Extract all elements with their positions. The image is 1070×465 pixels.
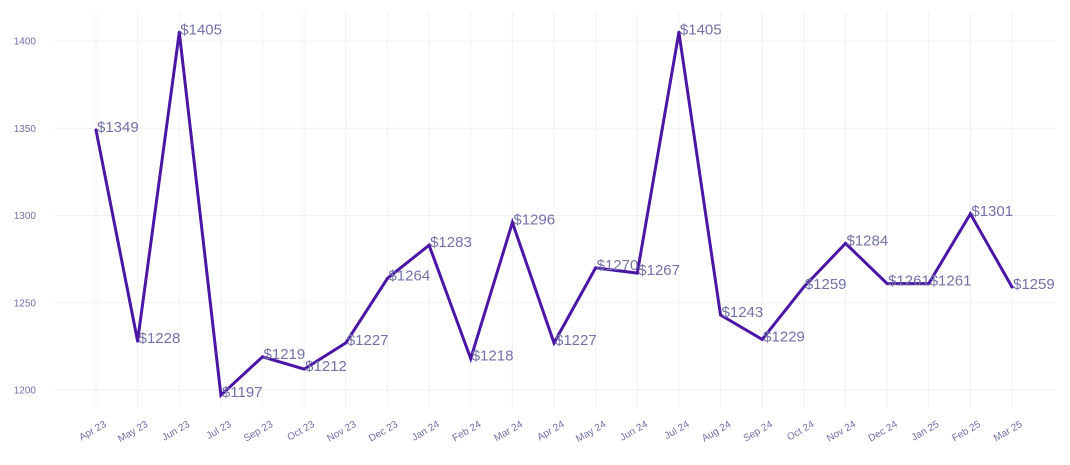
data-label: $1227 [555,332,597,349]
data-label: $1296 [513,211,555,228]
x-tick-label: Dec 23 [367,419,400,445]
data-point [219,393,223,397]
data-point [885,282,889,286]
x-tick-label: Aug 24 [700,419,733,445]
data-label: $1219 [264,346,306,363]
y-tick-label: 1300 [14,211,37,222]
data-point [802,285,806,289]
y-tick-label: 1200 [14,386,37,397]
grid [54,12,1056,408]
data-label: $1270 [597,257,639,274]
data-label: $1267 [638,262,680,279]
data-point [677,30,681,34]
x-axis: Apr 23 May 23 Jun 23 Jul 23 Sep 23 Oct 23 Nov … [77,419,1024,445]
x-tick-label: Mar 25 [992,419,1025,444]
data-label: $1349 [97,119,139,136]
data-label: $1301 [971,203,1013,220]
data-label: $1259 [1013,276,1055,293]
x-tick-label: Oct 23 [286,419,317,443]
data-point [94,128,98,132]
x-tick-label: Feb 24 [451,419,484,444]
x-tick-label: May 23 [116,419,150,445]
data-point [843,241,847,245]
data-label: $1243 [722,304,764,321]
data-point [635,271,639,275]
x-tick-label: Jul 23 [205,419,234,442]
x-tick-label: Jun 23 [160,419,192,444]
x-tick-label: Jul 24 [663,419,692,442]
data-label: $1259 [805,276,847,293]
data-point [1010,285,1014,289]
data-point [177,30,181,34]
x-tick-label: Jan 24 [410,419,442,444]
data-point [344,341,348,345]
data-point [469,357,473,361]
data-label: $1405 [180,21,222,38]
x-tick-label: Nov 24 [825,419,858,445]
data-label: $1405 [680,21,722,38]
y-axis: 1200 1250 1300 1350 1400 [14,37,37,397]
data-point [594,266,598,270]
data-label: $1218 [472,348,514,365]
x-tick-label: Sep 23 [242,419,275,445]
data-point [510,220,514,224]
data-labels: $1349$1228$1405$1197$1219$1212$1227$1264… [97,21,1055,401]
data-label: $1284 [846,232,888,249]
data-point [719,313,723,317]
x-tick-label: Feb 25 [950,419,983,444]
series-layer [94,30,1014,399]
data-label: $1283 [430,234,472,251]
data-point [261,355,265,359]
data-label: $1264 [388,267,430,284]
data-label: $1229 [763,328,805,345]
data-label: $1261 [888,273,930,290]
x-tick-label: Sep 24 [742,419,775,445]
x-tick-label: Dec 24 [867,419,900,445]
data-point [760,337,764,341]
y-tick-label: 1250 [14,298,37,309]
data-point [927,282,931,286]
data-point [136,339,140,343]
x-tick-label: May 24 [574,419,608,445]
data-label: $1212 [305,358,347,375]
y-tick-label: 1400 [14,37,37,48]
data-point [968,212,972,216]
x-tick-label: Jan 25 [910,419,942,444]
x-tick-label: Mar 24 [492,419,525,444]
data-label: $1227 [347,332,389,349]
x-tick-label: Nov 23 [325,419,358,445]
data-point [427,243,431,247]
data-label: $1197 [222,384,263,401]
x-tick-label: Apr 24 [535,419,566,443]
data-label: $1261 [930,273,972,290]
data-point [302,367,306,371]
y-tick-label: 1350 [14,124,37,135]
data-point [385,276,389,280]
data-point [552,341,556,345]
x-tick-label: Jun 24 [618,419,650,444]
x-tick-label: Oct 24 [785,419,816,443]
data-label: $1228 [139,330,181,347]
x-tick-label: Apr 23 [77,419,108,443]
